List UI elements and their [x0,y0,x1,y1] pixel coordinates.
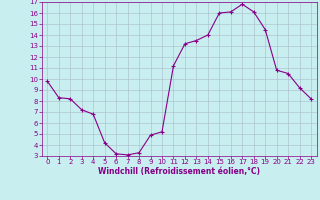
X-axis label: Windchill (Refroidissement éolien,°C): Windchill (Refroidissement éolien,°C) [98,167,260,176]
